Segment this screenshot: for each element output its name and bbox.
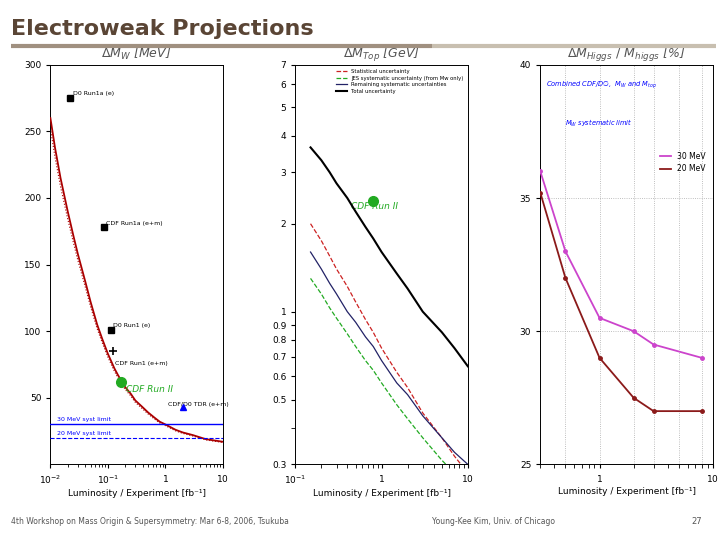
X-axis label: Luminosity / Experiment [fb⁻¹]: Luminosity / Experiment [fb⁻¹]	[557, 487, 696, 496]
Text: 4th Workshop on Mass Origin & Supersymmetry: Mar 6-8, 2006, Tsukuba: 4th Workshop on Mass Origin & Supersymme…	[11, 517, 289, 526]
Legend: 30 MeV, 20 MeV: 30 MeV, 20 MeV	[657, 148, 709, 177]
Text: CDF/D0 TDR (e+m): CDF/D0 TDR (e+m)	[168, 402, 228, 407]
X-axis label: Luminosity / Experiment [fb⁻¹]: Luminosity / Experiment [fb⁻¹]	[312, 489, 451, 497]
Text: 20 MeV syst limit: 20 MeV syst limit	[57, 431, 111, 436]
Text: Electroweak Projections: Electroweak Projections	[11, 19, 313, 39]
Text: Combined CDF/D$\emptyset$,  $M_W$ and $M_{top}$: Combined CDF/D$\emptyset$, $M_W$ and $M_…	[546, 78, 657, 91]
Text: CDF Run1 (e+m): CDF Run1 (e+m)	[115, 361, 168, 366]
Text: CDF Run1a (e+m): CDF Run1a (e+m)	[106, 221, 163, 226]
Text: 30 MeV syst limit: 30 MeV syst limit	[57, 417, 111, 422]
Text: D0 Run1a (e): D0 Run1a (e)	[73, 91, 114, 97]
X-axis label: Luminosity / Experiment [fb⁻¹]: Luminosity / Experiment [fb⁻¹]	[68, 489, 206, 497]
Text: D0 Run1 (e): D0 Run1 (e)	[113, 323, 150, 328]
Title: $\Delta M_{Top}$ [GeV]: $\Delta M_{Top}$ [GeV]	[343, 46, 420, 64]
Text: 27: 27	[691, 517, 702, 526]
Text: Young-Kee Kim, Univ. of Chicago: Young-Kee Kim, Univ. of Chicago	[432, 517, 555, 526]
Title: $\Delta M_W$ [MeV]: $\Delta M_W$ [MeV]	[102, 46, 172, 62]
Title: $\Delta M_{Higgs}\ /\ M_{higgs}$ [%]: $\Delta M_{Higgs}\ /\ M_{higgs}$ [%]	[567, 46, 685, 64]
Text: $M_W$ systematic limit: $M_W$ systematic limit	[565, 118, 633, 129]
Text: CDF Run II: CDF Run II	[126, 386, 173, 395]
Legend: Statistical uncertainty, JES systematic uncertainty (from Mw only), Remaining sy: Statistical uncertainty, JES systematic …	[335, 68, 465, 96]
Text: CDF Run II: CDF Run II	[351, 202, 398, 211]
